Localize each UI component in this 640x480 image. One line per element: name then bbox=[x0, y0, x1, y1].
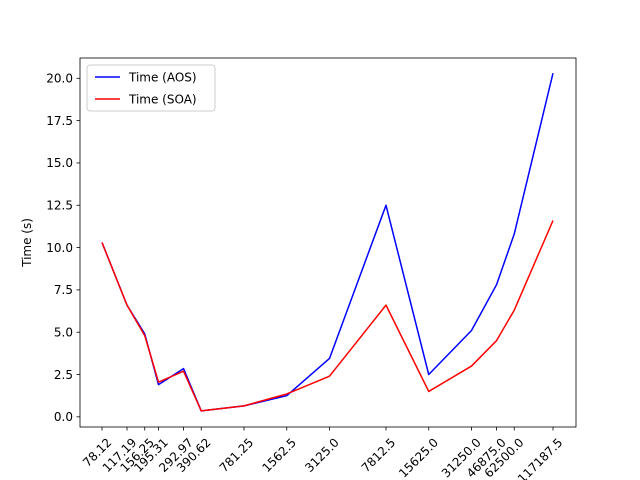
y-axis: 0.0 2.5 5.0 7.5 10.0 12.5 15.0 17.5 20.0 bbox=[46, 72, 80, 424]
legend-entry-label: Time (SOA) bbox=[128, 92, 197, 106]
legend: Time (AOS) Time (SOA) bbox=[86, 64, 216, 112]
y-tick-label: 15.0 bbox=[46, 156, 73, 170]
plot-frame bbox=[79, 57, 577, 428]
y-tick-label: 2.5 bbox=[54, 368, 73, 382]
legend-entry-label: Time (AOS) bbox=[128, 70, 197, 84]
y-tick-label: 7.5 bbox=[54, 283, 73, 297]
series-lines bbox=[101, 73, 554, 412]
y-tick-label: 5.0 bbox=[54, 326, 73, 340]
y-tick-label: 20.0 bbox=[46, 72, 73, 86]
series-line-soa bbox=[101, 220, 554, 412]
y-tick-label: 0.0 bbox=[54, 410, 73, 424]
y-tick-label: 10.0 bbox=[46, 241, 73, 255]
y-axis-label: Time (s) bbox=[20, 218, 34, 268]
y-tick-label: 12.5 bbox=[46, 199, 73, 213]
y-tick-label: 17.5 bbox=[46, 114, 73, 128]
